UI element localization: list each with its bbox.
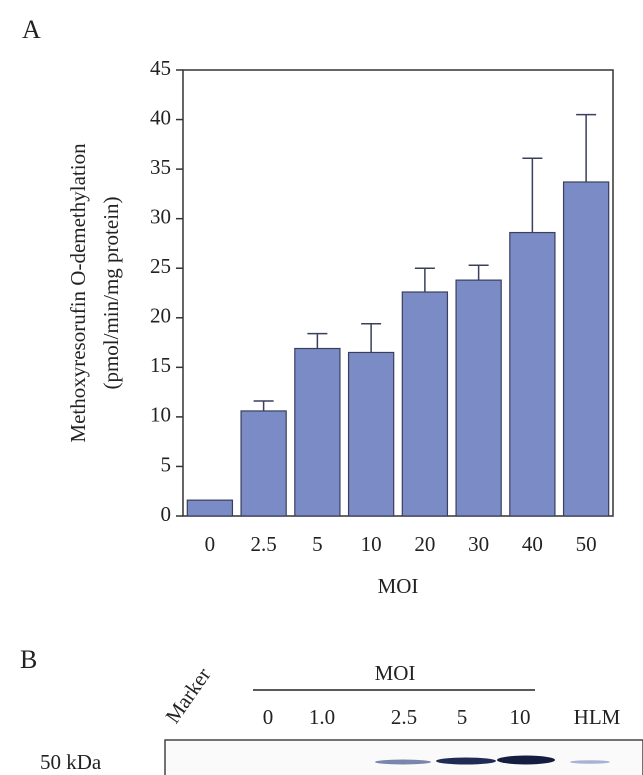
x-tick-label: 30 (468, 532, 489, 556)
lane-label: HLM (574, 705, 621, 729)
error-bar (415, 268, 435, 292)
marker-label: Marker (160, 663, 215, 727)
lane-label: 0 (263, 705, 274, 729)
blot-membrane (165, 740, 643, 775)
y-axis-title: Methoxyresorufin O-demethylation (pmol/m… (66, 143, 123, 443)
bar (241, 411, 286, 516)
x-tick-label: 40 (522, 532, 543, 556)
x-tick-label: 5 (312, 532, 323, 556)
x-tick-label: 50 (576, 532, 597, 556)
size-label: 50 kDa (40, 750, 102, 774)
error-bar (361, 324, 381, 353)
x-axis-title: MOI (378, 574, 419, 598)
y-tick-label: 40 (150, 105, 171, 129)
y-tick-label: 5 (161, 452, 172, 476)
y-tick-label: 20 (150, 304, 171, 328)
y-tick-label: 15 (150, 353, 171, 377)
error-bar (522, 158, 542, 232)
x-tick-label: 2.5 (251, 532, 277, 556)
y-axis-title-line: Methoxyresorufin O-demethylation (66, 143, 90, 443)
band (497, 756, 555, 765)
bar (187, 500, 232, 516)
y-tick-label: 25 (150, 254, 171, 278)
x-tick-label: 10 (361, 532, 382, 556)
group-label: MOI (375, 661, 416, 685)
lane-label: 1.0 (309, 705, 335, 729)
panel-label: B (20, 645, 37, 674)
bar (564, 182, 609, 516)
bar (295, 349, 340, 516)
lane-label: 10 (510, 705, 531, 729)
lane-label: 2.5 (391, 705, 417, 729)
band (436, 758, 496, 765)
panel-label: A (22, 15, 41, 44)
blot-image (165, 740, 643, 775)
x-tick-label: 20 (414, 532, 435, 556)
band (570, 760, 610, 764)
figure: A Methoxyresorufin O-demethylation (pmol… (0, 0, 643, 775)
y-axis-title-line: (pmol/min/mg protein) (99, 196, 123, 389)
bar (510, 233, 555, 516)
band (375, 760, 431, 765)
error-bar (254, 401, 274, 411)
bar (456, 280, 501, 516)
y-tick-label: 30 (150, 204, 171, 228)
error-bar (576, 115, 596, 182)
x-tick-label: 0 (205, 532, 216, 556)
bar (349, 352, 394, 516)
bar (402, 292, 447, 516)
y-tick-label: 10 (150, 403, 171, 427)
error-bar (307, 334, 327, 349)
error-bar (469, 265, 489, 280)
y-tick-label: 0 (161, 502, 172, 526)
y-tick-label: 45 (150, 56, 171, 80)
lane-labels: 0 1.0 2.5 5 10 HLM (263, 705, 621, 729)
lane-label: 5 (457, 705, 468, 729)
y-tick-label: 35 (150, 155, 171, 179)
